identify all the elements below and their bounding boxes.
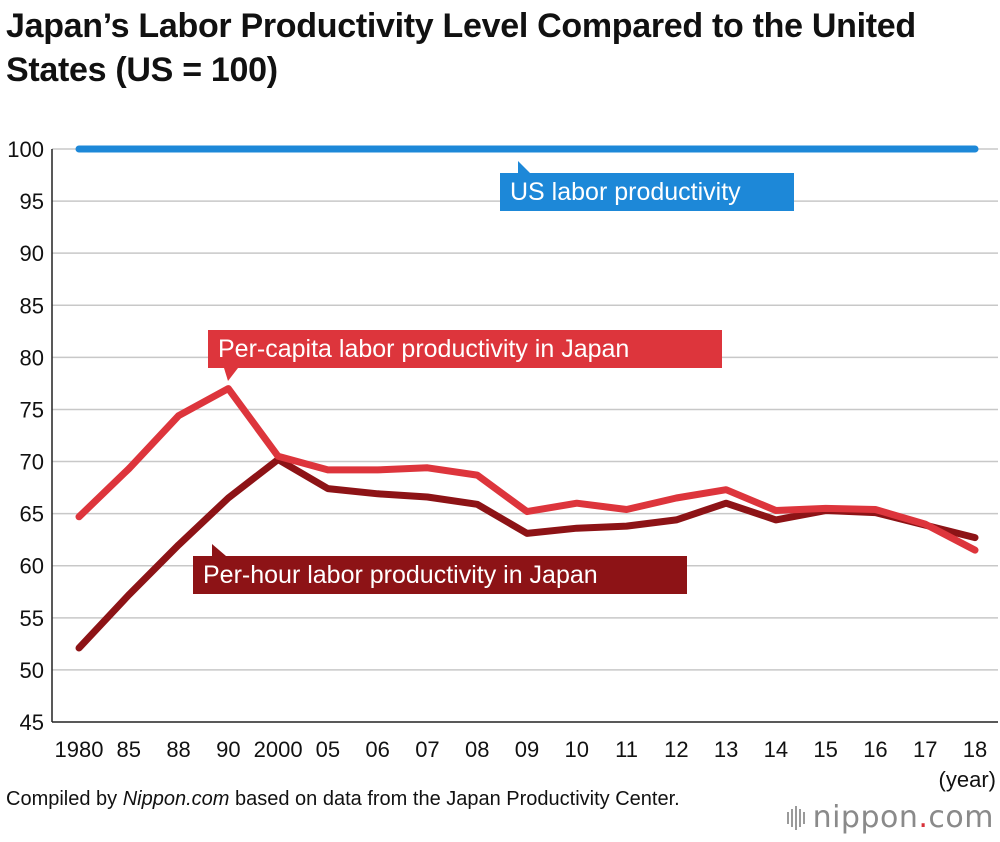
annotation-box [500, 173, 794, 211]
x-tick-label: 09 [515, 737, 539, 762]
source-prefix: Compiled by [6, 788, 123, 810]
x-tick-label: 15 [813, 737, 837, 762]
nippon-logo: nippon. com [786, 800, 994, 835]
x-tick-label: 18 [963, 737, 987, 762]
x-tick-label: 16 [863, 737, 887, 762]
chart-title: Japan’s Labor Productivity Level Compare… [6, 7, 916, 89]
series-annotation: Per-capita labor productivity in Japan [208, 330, 722, 381]
y-tick-label: 85 [20, 293, 44, 318]
series-lines [75, 145, 979, 652]
series-labels: US labor productivity Per-capita labor pr… [193, 161, 794, 594]
logo-bars-icon [786, 805, 805, 830]
y-tick-label: 80 [20, 345, 44, 370]
source-note: Compiled by Nippon.com based on data fro… [6, 786, 680, 812]
x-tick-label: 1980 [55, 737, 104, 762]
logo-tld: com [928, 800, 994, 835]
x-axis-label: (year) [939, 767, 996, 792]
x-tick-label: 10 [565, 737, 589, 762]
logo-name: nippon [812, 800, 919, 835]
x-tick-label: 08 [465, 737, 489, 762]
x-tick-label: 05 [316, 737, 340, 762]
x-tick-label: 13 [714, 737, 738, 762]
y-tick-label: 55 [20, 606, 44, 631]
series-annotation: Per-hour labor productivity in Japan [193, 544, 687, 594]
y-tick-label: 45 [20, 710, 44, 735]
y-tick-label: 50 [20, 658, 44, 683]
annotation-text: Per-hour labor productivity in Japan [203, 561, 598, 589]
y-tick-label: 60 [20, 554, 44, 579]
logo-dot: . [918, 800, 929, 835]
x-tick-label: 14 [764, 737, 788, 762]
y-tick-label: 90 [20, 241, 44, 266]
y-tick-label: 65 [20, 502, 44, 527]
source-suffix: based on data from the Japan Productivit… [229, 788, 680, 810]
annotation-box [208, 330, 722, 368]
x-tick-label: 07 [415, 737, 439, 762]
series-line-1 [75, 385, 979, 554]
x-tick-label: 85 [117, 737, 141, 762]
annotation-text: Per-capita labor productivity in Japan [218, 335, 629, 363]
annotation-pointer [224, 368, 238, 381]
x-tick-label: 12 [664, 737, 688, 762]
annotation-pointer [212, 544, 226, 556]
x-tick-label: 2000 [254, 737, 303, 762]
y-tick-label: 75 [20, 397, 44, 422]
y-axis-ticks: 100 95 90 85 80 75 70 65 60 55 50 45 [7, 137, 44, 735]
x-tick-label: 06 [365, 737, 389, 762]
annotation-box [193, 556, 687, 594]
x-tick-label: 90 [216, 737, 240, 762]
x-tick-label: 17 [913, 737, 937, 762]
x-axis-ticks: 1980 85 88 90 2000 05 06 07 08 09 10 11 12 13 14 15 16 17… [55, 737, 988, 762]
x-tick-label: 88 [166, 737, 190, 762]
annotation-pointer [518, 161, 530, 173]
annotation-text: US labor productivity [510, 178, 741, 206]
y-tick-label: 70 [20, 450, 44, 475]
y-tick-label: 95 [20, 189, 44, 214]
series-annotation: US labor productivity [500, 161, 794, 211]
x-tick-label: 11 [615, 737, 638, 762]
gridlines [51, 148, 998, 723]
y-tick-label: 100 [7, 137, 44, 162]
source-italic: Nippon.com [122, 788, 230, 810]
